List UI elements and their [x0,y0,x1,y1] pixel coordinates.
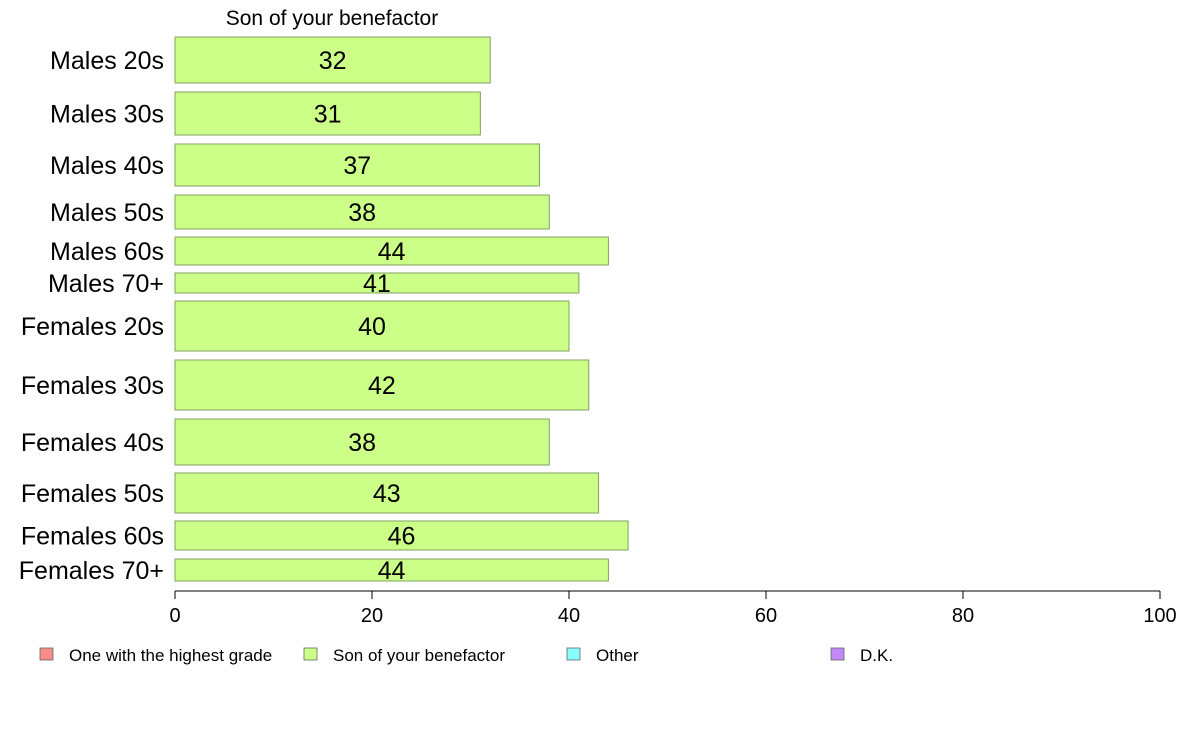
legend-label: D.K. [860,646,893,665]
bar-females-70- [174,558,609,582]
value-label: 43 [373,480,401,508]
legend-label: Other [596,646,639,665]
value-label: 44 [378,557,406,585]
bar-females-30s [174,359,590,411]
bar-males-60s [174,236,609,266]
x-tick-label: 0 [169,605,180,627]
bar-males-50s [174,194,550,230]
value-label: 38 [348,199,376,227]
category-label: Females 70+ [19,557,164,585]
value-label: 32 [319,47,347,75]
category-label: Males 40s [50,152,164,180]
value-label: 42 [368,372,396,400]
bar-females-40s [174,418,550,466]
category-label: Females 50s [21,480,164,508]
chart-title: Son of your benefactor [226,7,438,30]
legend-swatch [39,647,54,661]
category-label: Females 60s [21,523,164,551]
legend-swatch [566,647,581,661]
value-label: 41 [363,270,391,298]
category-label: Females 20s [21,313,164,341]
legend-swatch [303,647,318,661]
value-label: 40 [358,313,386,341]
bar-females-20s [174,300,570,352]
bar-males-30s [174,91,481,136]
bar-males-70- [174,272,580,294]
value-label: 37 [343,152,371,180]
category-label: Males 30s [50,101,164,129]
legend-swatch [830,647,845,661]
value-label: 31 [314,101,342,129]
x-tick-label: 40 [558,605,580,627]
bar-males-40s [174,143,540,187]
x-tick-label: 80 [952,605,974,627]
value-label: 38 [348,429,376,457]
category-label: Males 20s [50,47,164,75]
bars-group: Males 20s 32 Males 30s 31 Males 40s 37 Males 5… [19,36,629,585]
value-label: 46 [388,523,416,551]
legend-label: Son of your benefactor [333,646,505,665]
x-tick-label: 100 [1143,605,1176,627]
x-axis: 0 20 40 60 80 100 [169,590,1177,627]
category-label: Males 60s [50,238,164,266]
category-label: Females 40s [21,429,164,457]
x-tick-label: 60 [755,605,777,627]
bar-females-50s [174,472,600,514]
category-label: Males 70+ [48,270,164,298]
legend: One with the highest grade Son of your be… [39,646,893,665]
category-label: Females 30s [21,372,164,400]
x-tick-label: 20 [361,605,383,627]
legend-label: One with the highest grade [69,646,272,665]
value-label: 44 [378,238,406,266]
bar-males-20s [174,36,491,84]
bar-females-60s [174,520,629,551]
category-label: Males 50s [50,199,164,227]
